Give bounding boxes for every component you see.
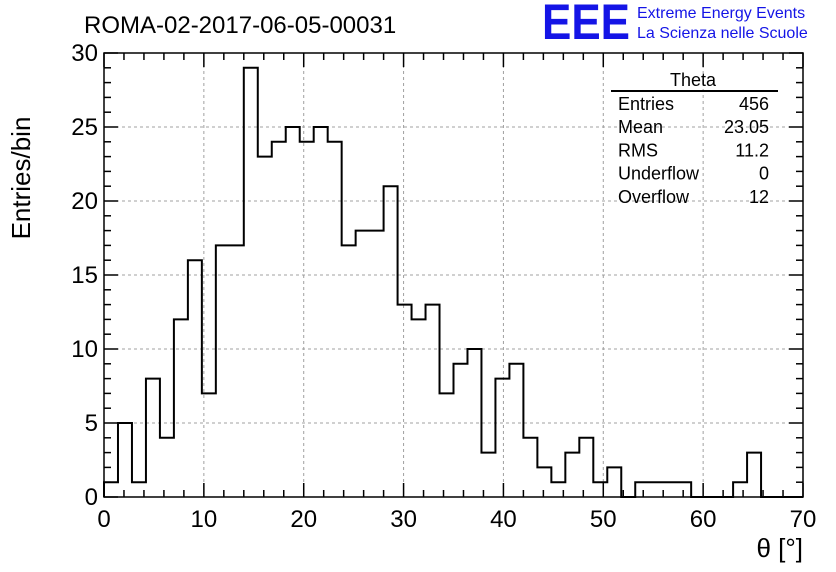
stats-value: 0	[759, 164, 769, 184]
histogram-bin	[523, 438, 537, 497]
histogram-bin	[537, 467, 551, 497]
histogram-bin	[454, 364, 468, 497]
stats-label: Underflow	[618, 164, 700, 184]
histogram-bin	[370, 231, 384, 497]
x-axis-title: θ [°]	[756, 533, 803, 563]
histogram-bin	[412, 319, 426, 497]
histogram-bin	[593, 482, 607, 497]
stats-value: 12	[749, 187, 769, 207]
stats-label: Overflow	[618, 187, 690, 207]
histogram-bin	[118, 423, 132, 497]
histogram-bin	[244, 68, 258, 497]
histogram-bin	[649, 482, 663, 497]
stats-value: 456	[739, 94, 769, 114]
x-tick-label: 70	[790, 506, 817, 533]
histogram-bin	[258, 157, 272, 497]
histogram-bin	[663, 482, 677, 497]
histogram-bin	[356, 231, 370, 497]
x-tick-label: 10	[191, 506, 218, 533]
stats-label: Entries	[618, 94, 674, 114]
stats-label: Mean	[618, 117, 663, 137]
histogram-bin	[230, 245, 244, 497]
histogram-bin	[272, 142, 286, 497]
stats-title: Theta	[670, 70, 717, 90]
x-tick-label: 0	[97, 506, 110, 533]
histogram-bin	[509, 364, 523, 497]
y-axis-title: Entries/bin	[6, 117, 36, 240]
histogram-bin	[286, 127, 300, 497]
stats-value: 23.05	[724, 117, 769, 137]
histogram-bin	[104, 482, 118, 497]
histogram-bin	[188, 260, 202, 497]
y-tick-label: 10	[71, 336, 98, 363]
histogram-bin	[174, 319, 188, 497]
y-tick-label: 20	[71, 188, 98, 215]
histogram-bin	[300, 142, 314, 497]
y-tick-label: 5	[85, 410, 98, 437]
histogram-bin	[467, 349, 481, 497]
histogram-bin	[607, 467, 621, 497]
x-tick-label: 50	[590, 506, 617, 533]
y-tick-label: 30	[71, 40, 98, 67]
histogram-bin	[579, 438, 593, 497]
y-tick-label: 25	[71, 114, 98, 141]
histogram-bin	[440, 393, 454, 497]
y-tick-label: 0	[85, 484, 98, 511]
stats-value: 11.2	[735, 140, 769, 160]
logo-line-2: La Scienza nelle Scuole	[637, 25, 808, 42]
histogram-bin	[216, 245, 230, 497]
histogram-bin	[384, 186, 398, 497]
stats-label: RMS	[618, 140, 658, 160]
histogram-bin	[677, 482, 691, 497]
logo-mark: EEE	[542, 0, 630, 50]
y-tick-label: 15	[71, 262, 98, 289]
histogram-bin	[202, 393, 216, 497]
histogram-bin	[314, 127, 328, 497]
histogram-bin	[160, 438, 174, 497]
histogram-bin	[328, 142, 342, 497]
histogram-bin	[635, 482, 649, 497]
run-title: ROMA-02-2017-06-05-00031	[84, 12, 396, 39]
histogram-bin	[733, 482, 747, 497]
histogram-bin	[342, 245, 356, 497]
histogram-bin	[495, 379, 509, 497]
histogram-bin	[426, 305, 440, 497]
histogram-bin	[146, 379, 160, 497]
x-tick-label: 40	[490, 506, 517, 533]
histogram-bin	[747, 453, 761, 497]
histogram-bin	[565, 453, 579, 497]
logo-line-1: Extreme Energy Events	[637, 5, 805, 22]
x-tick-label: 60	[690, 506, 717, 533]
histogram-bin	[398, 305, 412, 497]
x-tick-label: 30	[390, 506, 417, 533]
x-tick-label: 20	[290, 506, 317, 533]
